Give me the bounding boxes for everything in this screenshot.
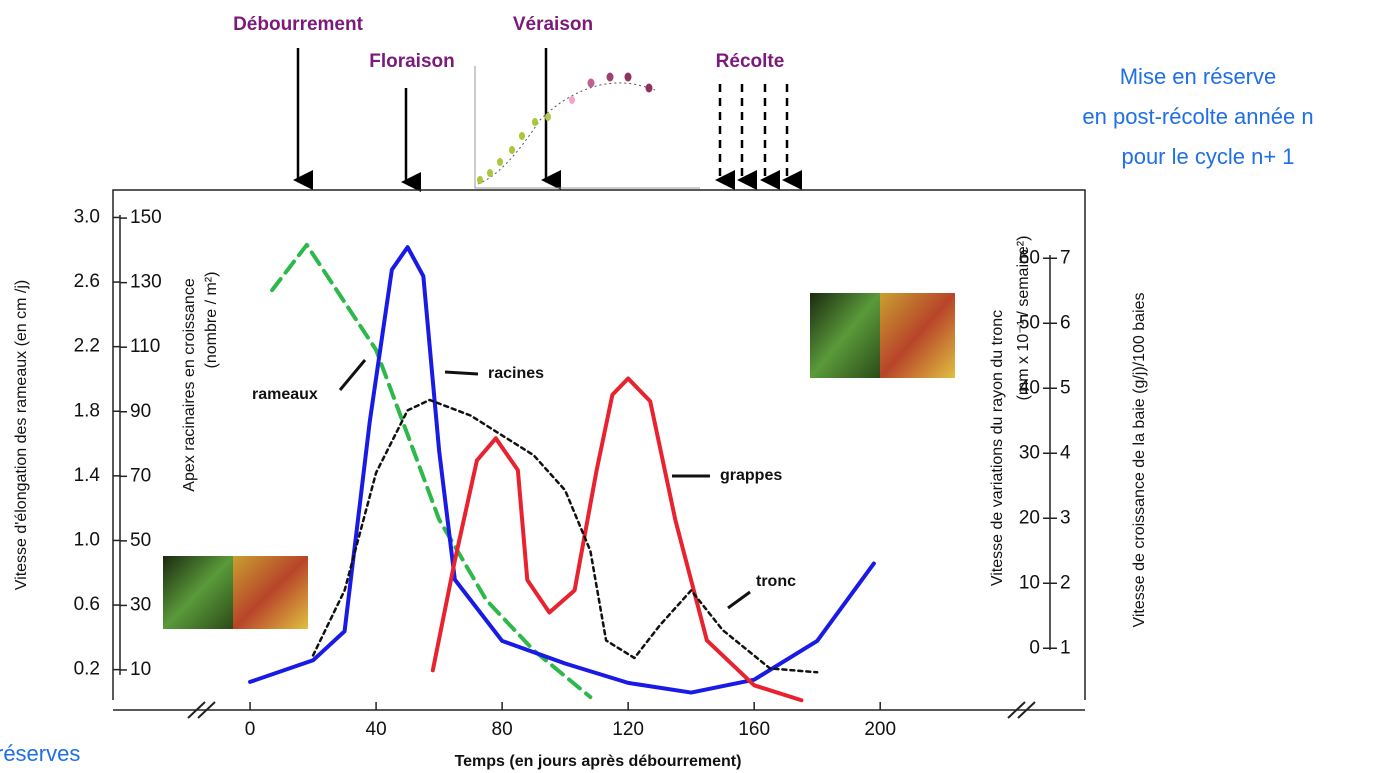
stage-label: Débourrement — [233, 14, 364, 35]
label-arrow — [444, 370, 479, 376]
y4-axis-title: Vitesse de croissance de la baie (g/j)/1… — [1131, 292, 1148, 627]
legend-label: rameaux — [252, 386, 318, 403]
stage-label: Récolte — [716, 51, 785, 72]
y-axis-title: Vitesse d'élongation des rameaux (en cm … — [13, 280, 30, 590]
y3-tick-label: 60 — [1019, 247, 1040, 268]
y3-tick-label: 20 — [1019, 507, 1040, 528]
y3-tick-label: 40 — [1019, 377, 1040, 398]
y-tick-label: 3.0 — [74, 206, 100, 227]
y4-tick-label: 5 — [1060, 377, 1071, 398]
y2-tick-label: 10 — [130, 659, 151, 680]
series-line — [248, 245, 876, 695]
note: en post-récolte année n — [1082, 104, 1313, 129]
label-arrow — [338, 359, 367, 391]
series-line — [430, 376, 804, 703]
y2-tick-label: 150 — [130, 207, 162, 228]
y2-tick-label: 90 — [130, 401, 151, 422]
label-arrow — [727, 590, 751, 610]
legend-label: grappes — [720, 467, 782, 484]
y3-tick-label: 50 — [1019, 312, 1040, 333]
y2-tick-label: 50 — [130, 530, 151, 551]
stage-arrows — [293, 48, 802, 192]
y-tick-label: 0.2 — [74, 659, 100, 680]
plot-frame — [112, 189, 1086, 719]
y4-tick-label: 3 — [1060, 507, 1071, 528]
legend-label: racines — [488, 365, 544, 382]
y-tick-label: 1.0 — [74, 529, 100, 550]
x-axis-title: Temps (en jours après débourrement) — [455, 753, 742, 770]
note: réserves — [0, 741, 80, 766]
y2-axis-title: (nombre / m²) — [203, 272, 220, 369]
y2-tick-label: 130 — [130, 272, 162, 293]
y-tick-label: 2.2 — [74, 336, 100, 357]
x-tick-label: 40 — [366, 719, 387, 740]
y3-tick-label: 30 — [1019, 442, 1040, 463]
stage-label: Floraison — [369, 51, 455, 72]
legend-label: tronc — [756, 573, 796, 590]
y2-tick-label: 30 — [130, 594, 151, 615]
y-tick-label: 1.8 — [74, 400, 100, 421]
y2-axis-title: Apex racinaires en croissance — [181, 278, 198, 492]
y3-axis-title: (mm x 10⁻¹ / semaine²) — [1015, 236, 1032, 401]
x-tick-label: 160 — [738, 719, 770, 740]
series-line — [270, 242, 593, 700]
y2-tick-label: 70 — [130, 465, 151, 486]
series-line — [311, 398, 819, 674]
y-tick-label: 2.6 — [74, 271, 100, 292]
y4-tick-label: 7 — [1060, 247, 1071, 268]
leaf-photos — [163, 293, 955, 629]
y4-tick-label: 4 — [1060, 442, 1071, 463]
y3-tick-label: 10 — [1019, 572, 1040, 593]
y4-tick-label: 2 — [1060, 572, 1071, 593]
y-tick-label: 1.4 — [74, 465, 101, 486]
note: pour le cycle n+ 1 — [1121, 144, 1294, 169]
x-tick-label: 200 — [864, 719, 896, 740]
x-tick-label: 120 — [612, 719, 644, 740]
stage-label: Véraison — [513, 14, 593, 35]
y-tick-label: 0.6 — [74, 594, 100, 615]
note: Mise en réserve — [1120, 64, 1277, 89]
x-tick-label: 0 — [245, 719, 256, 740]
y4-tick-label: 1 — [1060, 637, 1071, 658]
x-tick-label: 80 — [492, 719, 513, 740]
veraison-inset — [474, 66, 700, 189]
y3-axis-title: Vitesse de variations du rayon du tronc — [989, 310, 1006, 586]
y3-tick-label: 0 — [1029, 637, 1040, 658]
y2-tick-label: 110 — [130, 336, 160, 357]
y4-tick-label: 6 — [1060, 312, 1071, 333]
